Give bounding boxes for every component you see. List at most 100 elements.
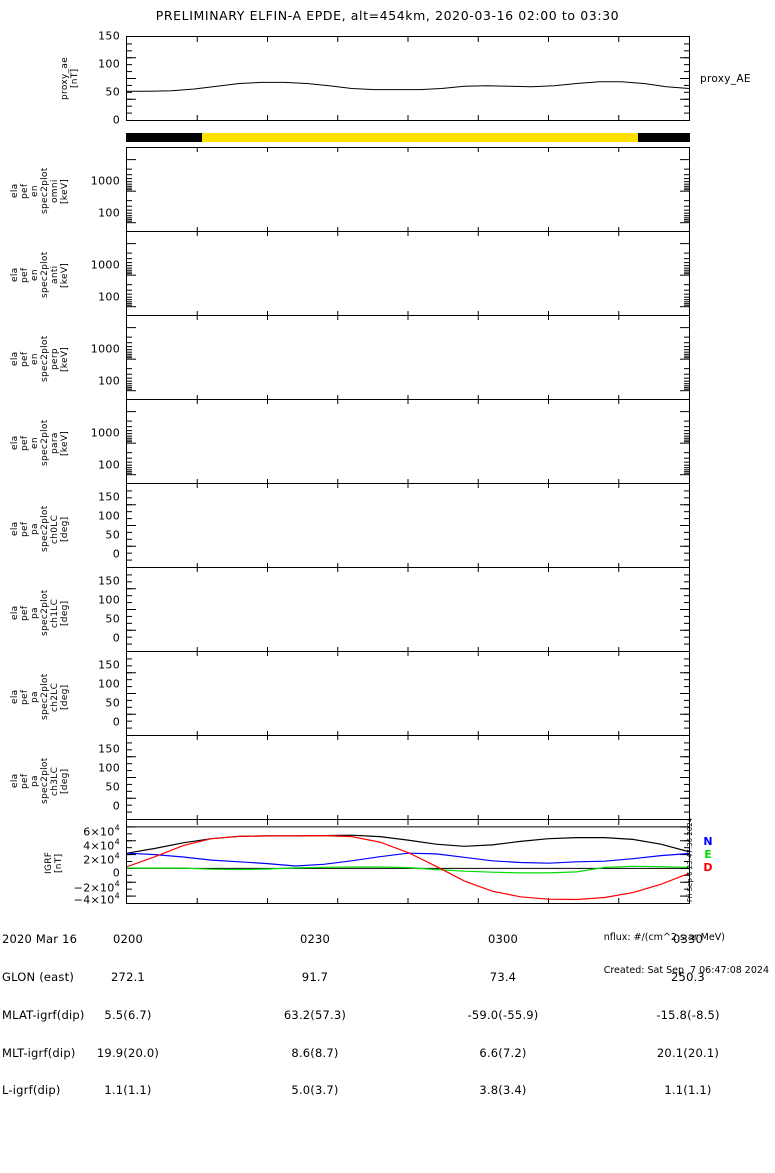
pa-ch2lc-ytick-100: 100 — [98, 677, 120, 691]
bottom-mlat-0300: -59.0(-55.9) — [467, 1007, 539, 1022]
pa-ch3lc-ytick-50: 50 — [105, 780, 120, 794]
spec-para-ytick-100: 100 — [98, 458, 120, 472]
spec-anti-ytick-1000: 1000 — [90, 258, 120, 272]
spec-omni-ytick-1000: 1000 — [90, 174, 120, 188]
page-title: PRELIMINARY ELFIN-A EPDE, alt=454km, 202… — [155, 8, 620, 23]
bottom-mlat-0230: 63.2(57.3) — [283, 1007, 347, 1022]
spec-perp-panel — [126, 315, 690, 400]
pa-ch1lc-ytick-100: 100 — [98, 593, 120, 607]
igrf-series-d — [127, 834, 689, 901]
pa-ch2lc-ytick-0: 0 — [112, 715, 120, 729]
igrf-generation-timestamp: Fri Sep 6 23:47:36 2024 — [686, 817, 694, 902]
panel-ticks — [127, 400, 689, 483]
zone-segment-black-left — [126, 133, 202, 142]
bottom-mlat-0200: 5.5(6.7) — [104, 1007, 152, 1022]
pa-ch0lc-ytick-0: 0 — [112, 547, 120, 561]
legend-item-n: N — [703, 835, 713, 848]
igrf-curves — [127, 820, 689, 903]
bottom-label-mlat: MLAT-igrf(dip) — [2, 1007, 85, 1022]
panel-ticks — [127, 232, 689, 315]
spec-para-ytick-1000: 1000 — [90, 426, 120, 440]
bottom-glon-0300: 73.4 — [489, 969, 517, 984]
proxy-ae-panel — [126, 36, 690, 121]
bottom-row-l: L-igrf(dip) 1.1(1.1) 5.0(3.7) 3.8(3.4) 1… — [2, 1084, 775, 1097]
footer-units: nflux: #/(cm^2 s ar MeV) — [603, 932, 725, 943]
pa-ch1lc-panel — [126, 567, 690, 652]
igrf-ytick-0: 0 — [112, 866, 120, 880]
igrf-panel — [126, 819, 690, 904]
spec-omni-ytick-100: 100 — [98, 206, 120, 220]
igrf-series-e — [127, 865, 689, 874]
bottom-time-0230: 0230 — [299, 932, 331, 947]
bottom-label-glon: GLON (east) — [2, 969, 75, 984]
pa-ch0lc-ytick-150: 150 — [98, 490, 120, 504]
science-zone-bar — [126, 133, 690, 142]
bottom-l-0330: 1.1(1.1) — [664, 1083, 712, 1098]
legend-item-d: D — [703, 861, 713, 874]
pa-ch2lc-panel — [126, 651, 690, 736]
bottom-glon-0330: 250.3 — [671, 969, 705, 984]
panel-ticks — [127, 652, 689, 735]
plot-page: PRELIMINARY ELFIN-A EPDE, alt=454km, 202… — [2, 8, 775, 1096]
igrf-series-n — [127, 852, 689, 867]
panel-ticks — [127, 148, 689, 231]
proxy-ae-ytick-100: 100 — [98, 57, 120, 71]
spec-para-panel — [126, 399, 690, 484]
igrf-ytick-m2e4: −2×104 — [73, 879, 120, 895]
bottom-glon-0230: 91.7 — [301, 969, 329, 984]
bottom-glon-0200: 272.1 — [111, 969, 145, 984]
spec-perp-ytick-1000: 1000 — [90, 342, 120, 356]
panel-ticks — [127, 484, 689, 567]
panel-ticks — [127, 568, 689, 651]
spec-perp-ytick-100: 100 — [98, 374, 120, 388]
legend-item-e: E — [704, 848, 712, 861]
pa-ch0lc-ytick-100: 100 — [98, 509, 120, 523]
proxy-ae-curve — [127, 37, 689, 120]
footer: nflux: #/(cm^2 s ar MeV) Created: Sat Se… — [604, 910, 769, 998]
bottom-mlt-0230: 8.6(8.7) — [291, 1045, 339, 1060]
pa-ch3lc-ytick-100: 100 — [98, 761, 120, 775]
pa-ch2lc-ytick-150: 150 — [98, 658, 120, 672]
igrf-series-total — [127, 834, 689, 854]
proxy-ae-ytick-50: 50 — [105, 85, 120, 99]
igrf-ytick-2e4: 2×104 — [83, 851, 120, 867]
footer-created: Created: Sat Sep 7 06:47:08 2024 — [603, 965, 769, 976]
bottom-l-0230: 5.0(3.7) — [291, 1083, 339, 1098]
spec-anti-ylabel: ela pef en spec2plot anti [keV] — [10, 251, 70, 299]
zone-segment-yellow — [201, 133, 638, 142]
pa-ch1lc-ytick-50: 50 — [105, 612, 120, 626]
bottom-row-mlat: MLAT-igrf(dip) 5.5(6.7) 63.2(57.3) -59.0… — [2, 1009, 775, 1022]
zone-segment-black-right — [637, 133, 690, 142]
bottom-row-glon: GLON (east) 272.1 91.7 73.4 250.3 — [2, 971, 775, 984]
igrf-ytick-m4e4: −4×104 — [73, 891, 120, 907]
pa-ch1lc-ytick-150: 150 — [98, 574, 120, 588]
bottom-mlt-0200: 19.9(20.0) — [96, 1045, 160, 1060]
spec-anti-panel — [126, 231, 690, 316]
bottom-row-mlt: MLT-igrf(dip) 19.9(20.0) 8.6(8.7) 6.6(7.… — [2, 1045, 775, 1060]
bottom-l-0200: 1.1(1.1) — [104, 1083, 152, 1098]
spec-para-ylabel: ela pef en spec2plot para [keV] — [10, 419, 70, 467]
proxy-ae-ytick-150: 150 — [98, 29, 120, 43]
pa-ch3lc-ytick-0: 0 — [112, 799, 120, 813]
bottom-label-date: 2020 Mar 16 — [2, 932, 78, 947]
spec-omni-ylabel: ela pef en spec2plot omni [keV] — [10, 167, 70, 215]
bottom-mlt-0300: 6.6(7.2) — [479, 1045, 527, 1060]
igrf-ytick-4e4: 4×104 — [83, 837, 120, 853]
spec-perp-ylabel: ela pef en spec2plot perp [keV] — [10, 335, 70, 383]
bottom-mlt-0330: 20.1(20.1) — [656, 1045, 720, 1060]
spec-anti-ytick-100: 100 — [98, 290, 120, 304]
pa-ch2lc-ytick-50: 50 — [105, 696, 120, 710]
proxy-ae-right-label: proxy_AE — [700, 73, 751, 85]
igrf-legend: N E D — [700, 835, 716, 874]
pa-ch3lc-ytick-150: 150 — [98, 742, 120, 756]
panel-ticks — [127, 736, 689, 819]
bottom-time-0200: 0200 — [112, 932, 144, 947]
pa-ch3lc-panel — [126, 735, 690, 820]
proxy-ae-ylabel: proxy_ae [nT] — [60, 56, 80, 100]
proxy-ae-ytick-0: 0 — [112, 113, 120, 127]
pa-ch1lc-ytick-0: 0 — [112, 631, 120, 645]
bottom-label-mlt: MLT-igrf(dip) — [2, 1045, 76, 1060]
pa-ch0lc-ytick-50: 50 — [105, 528, 120, 542]
pa-ch0lc-panel — [126, 483, 690, 568]
bottom-mlat-0330: -15.8(-8.5) — [656, 1007, 720, 1022]
